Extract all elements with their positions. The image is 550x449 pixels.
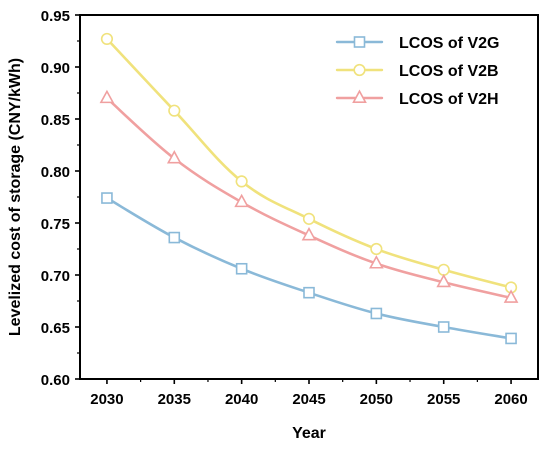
data-point-1-7 <box>505 332 517 345</box>
data-point-3-4 <box>301 226 317 241</box>
y-tick-label: 0.95 <box>41 8 70 25</box>
data-point-1-4 <box>303 286 315 299</box>
data-point-1-5 <box>370 307 383 320</box>
y-tick-label: 0.85 <box>41 112 70 129</box>
legend-item-2: LCOS of V2B <box>335 63 499 80</box>
series-3 <box>99 89 519 303</box>
x-tick-label: 2040 <box>225 391 258 408</box>
legend-marker-2 <box>353 63 366 77</box>
data-point-1-6 <box>437 321 450 333</box>
y-tick-label: 0.80 <box>41 164 70 181</box>
series-line-3 <box>105 96 513 300</box>
data-point-2-1 <box>100 32 114 46</box>
legend-item-1: LCOS of V2G <box>335 35 499 52</box>
series-1 <box>101 192 517 345</box>
axis-layer: 0.60 0.65 0.70 0.75 0.80 0.85 0.90 0.95 2030 2035… <box>41 8 528 408</box>
data-point-3-5 <box>369 255 384 269</box>
legend-marker-3 <box>352 89 367 103</box>
data-point-2-4 <box>302 212 316 225</box>
data-point-2-3 <box>235 175 248 188</box>
x-tick-label: 2055 <box>427 391 460 408</box>
x-axis-title: Year <box>292 425 326 442</box>
data-point-3-7 <box>503 289 519 303</box>
data-point-2-6 <box>437 263 450 276</box>
y-tick-label: 0.60 <box>41 372 70 389</box>
y-tick-label: 0.70 <box>41 268 70 285</box>
data-point-1-3 <box>235 262 248 275</box>
data-point-3-2 <box>166 150 182 164</box>
series-layer <box>99 32 519 345</box>
x-tick-label: 2045 <box>292 391 325 408</box>
data-point-1-1 <box>101 192 113 204</box>
data-point-2-5 <box>370 242 383 256</box>
x-tick-label: 2030 <box>90 391 123 408</box>
series-2 <box>100 32 518 294</box>
data-point-1-2 <box>168 231 181 244</box>
x-tick-label: 2060 <box>494 391 527 408</box>
legend-label-3: LCOS of V2H <box>399 91 499 108</box>
x-tick-label: 2035 <box>158 391 191 408</box>
legend: LCOS of V2G LCOS of V2B LCOS of V2H <box>335 35 499 108</box>
legend-label-2: LCOS of V2B <box>399 63 499 80</box>
legend-label-1: LCOS of V2G <box>399 35 499 52</box>
data-point-3-1 <box>99 89 115 104</box>
data-point-3-6 <box>436 273 452 288</box>
y-axis-title: Levelized cost of storage (CNY/kWh) <box>7 58 24 336</box>
data-point-2-2 <box>168 104 181 117</box>
legend-item-3: LCOS of V2H <box>335 89 499 108</box>
y-tick-label: 0.65 <box>41 320 70 337</box>
y-tick-label: 0.90 <box>41 60 70 77</box>
x-tick-label: 2050 <box>360 391 393 408</box>
legend-marker-1 <box>353 36 366 48</box>
y-tick-label: 0.75 <box>41 216 70 233</box>
data-point-3-3 <box>234 193 249 208</box>
